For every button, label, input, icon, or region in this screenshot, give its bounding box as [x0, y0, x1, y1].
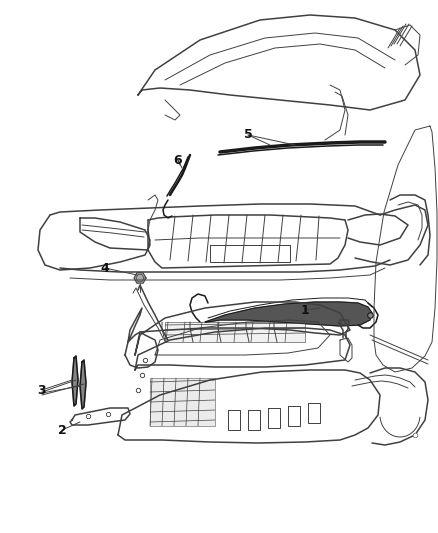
Text: 3: 3: [38, 384, 46, 397]
Bar: [150, 378, 215, 426]
Polygon shape: [72, 356, 78, 406]
Polygon shape: [80, 360, 86, 409]
Text: 5: 5: [244, 128, 252, 141]
Polygon shape: [134, 273, 146, 283]
Text: 6: 6: [174, 154, 182, 166]
Text: 1: 1: [300, 303, 309, 317]
Bar: [165, 322, 305, 342]
Text: 4: 4: [101, 262, 110, 274]
Polygon shape: [205, 302, 372, 326]
Text: 2: 2: [58, 424, 67, 437]
